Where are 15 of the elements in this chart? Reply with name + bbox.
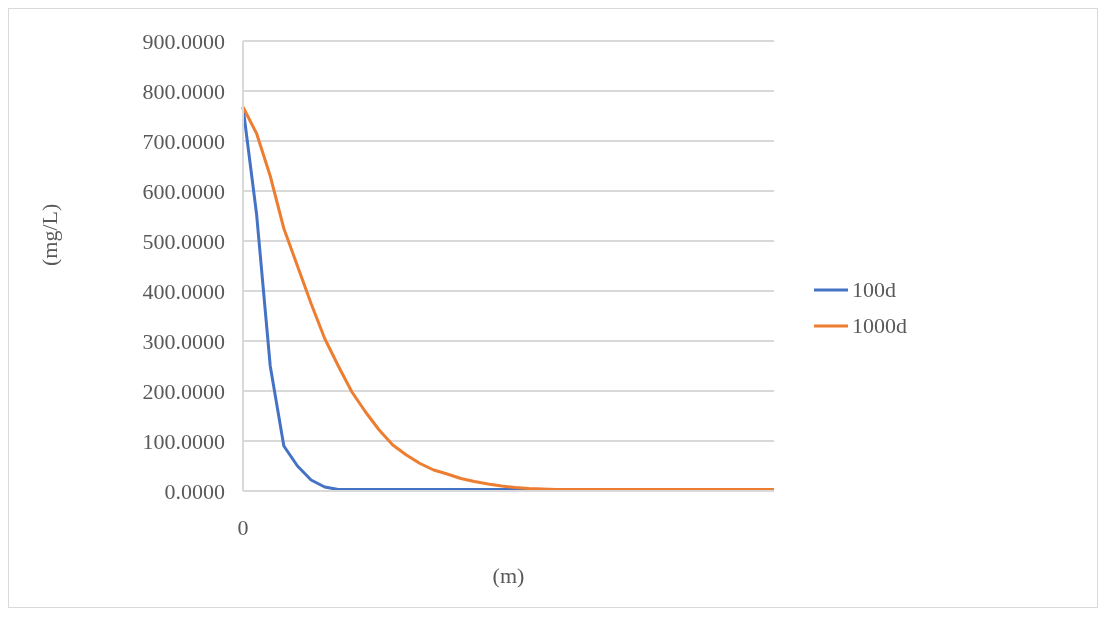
y-tick-label: 400.0000 — [142, 278, 225, 304]
y-axis-title: (mg/L) — [36, 203, 62, 266]
x-tick-label: 0 — [237, 514, 249, 540]
y-tick-label: 600.0000 — [142, 178, 225, 204]
y-tick-label: 0.0000 — [164, 478, 225, 504]
y-tick-label: 800.0000 — [142, 78, 225, 104]
y-tick-label: 500.0000 — [142, 228, 225, 254]
legend-label: 1000d — [852, 313, 907, 339]
y-tick-label: 900.0000 — [142, 28, 225, 54]
legend-label: 100d — [852, 277, 896, 303]
y-tick-label: 100.0000 — [142, 428, 225, 454]
y-tick-label: 300.0000 — [142, 328, 225, 354]
y-tick-label: 700.0000 — [142, 128, 225, 154]
x-axis-title: (m) — [492, 563, 525, 588]
y-tick-label: 200.0000 — [142, 378, 225, 404]
